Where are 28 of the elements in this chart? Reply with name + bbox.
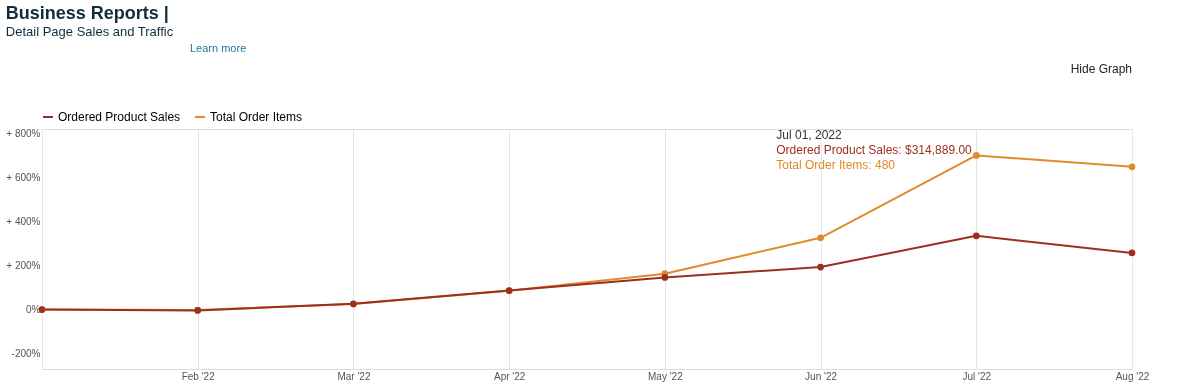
y-tick-label: + 400%: [6, 215, 41, 227]
point: [1128, 249, 1136, 257]
point: [972, 152, 980, 159]
x-tick-label: Jun '22: [805, 370, 838, 382]
chart-subtitle: Detail Page Sales and Traffic: [5, 24, 174, 39]
text: Hide Graph: [1070, 62, 1132, 76]
legend-label: Total Order Items: [210, 110, 303, 124]
annotation: Total Order Items: 480: [776, 158, 896, 172]
annotation: Jul 01, 2022: [776, 128, 842, 142]
chart-title: Business Reports |: [5, 3, 169, 23]
x-tick-label: Jul '22: [962, 370, 992, 382]
x-tick-label: Mar '22: [337, 370, 371, 382]
y-tick-label: -200%: [11, 348, 41, 360]
point: [972, 232, 980, 240]
x-tick-label: May '22: [648, 370, 684, 382]
point: [661, 274, 669, 281]
y-tick-label: + 200%: [6, 260, 41, 272]
legend-label: Ordered Product Sales: [58, 110, 181, 124]
annotation: Ordered Product Sales: $314,889.00: [776, 143, 973, 157]
text: Learn more: [190, 42, 247, 54]
x-tick-label: Aug '22: [1115, 370, 1150, 382]
x-tick-label: Apr '22: [493, 370, 526, 382]
point: [1128, 163, 1136, 171]
point: [817, 234, 824, 242]
y-tick-label: + 800%: [6, 127, 41, 139]
point: [817, 263, 824, 271]
y-tick-label: + 600%: [6, 171, 41, 183]
x-tick-label: Feb '22: [181, 370, 216, 382]
